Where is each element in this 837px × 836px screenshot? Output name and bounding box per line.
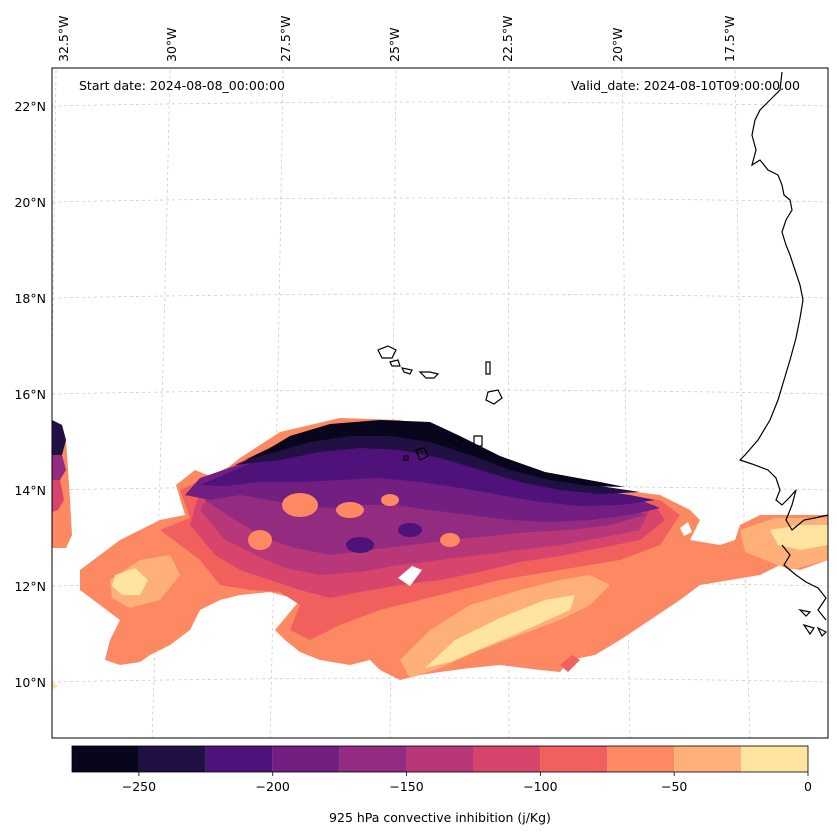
colorbar-segment (741, 746, 808, 772)
colorbar-tick-label: −150 (389, 779, 423, 794)
cape-verde-sao-nicolau (400, 367, 413, 375)
latitude-labels: 22°N 20°N 18°N 16°N 14°N 12°N 10°N (14, 99, 46, 690)
cape-verde-brava (403, 455, 409, 461)
colorbar-segment (72, 746, 139, 772)
lon-label: 22.5°W (500, 16, 515, 62)
lat-label: 18°N (14, 291, 46, 306)
cin-contour-band-south-light (425, 595, 575, 668)
lat-label: 20°N (14, 195, 46, 210)
cape-verde-boa-vista (485, 389, 503, 405)
colorbar-frame (71, 745, 809, 773)
guinea-islands (798, 609, 828, 638)
lon-label: 32.5°W (56, 16, 71, 62)
lon-label: 25°W (387, 27, 402, 62)
colorbar-segment (205, 746, 273, 772)
cin-hole (398, 566, 422, 586)
guinea-coastline (781, 544, 827, 621)
coastlines (377, 71, 828, 638)
colorbar: −250 −200 −150 −100 −50 0 (71, 745, 812, 794)
colorbar-tick-label: 0 (804, 779, 812, 794)
longitude-labels: 32.5°W 30°W 27.5°W 25°W 22.5°W 20°W 17.5… (56, 16, 737, 62)
lon-label: 27.5°W (278, 16, 293, 62)
colorbar-segment (540, 746, 608, 772)
gridlines (52, 69, 828, 738)
colorbar-segment (473, 746, 541, 772)
lon-label: 20°W (610, 27, 625, 62)
cin-left-fragment-mid (52, 455, 66, 482)
cin-interior-blobs (248, 493, 460, 550)
colorbar-tick-label: −250 (122, 779, 156, 794)
cin-interior-blobs-purple (346, 523, 422, 553)
cape-verde-santo-antao (377, 345, 397, 359)
cin-speck (560, 655, 580, 672)
colorbar-segment (406, 746, 474, 772)
cape-verde-fogo (415, 447, 429, 461)
colorbar-segment (674, 746, 742, 772)
cin-speck-2 (52, 682, 58, 690)
lat-label: 14°N (14, 483, 46, 498)
colorbar-segment (272, 746, 340, 772)
lon-label: 30°W (164, 27, 179, 62)
colorbar-segment (138, 746, 206, 772)
cape-verde-extra (448, 435, 463, 447)
cin-hole-2 (680, 522, 692, 536)
cin-left-fragment-dark (52, 420, 66, 458)
lon-label: 17.5°W (722, 16, 737, 62)
lat-label: 10°N (14, 675, 46, 690)
cin-contour-lightest (112, 568, 148, 595)
colorbar-label: 925 hPa convective inhibition (j/Kg) (329, 810, 551, 825)
colorbar-tick-label: −200 (256, 779, 290, 794)
colorbar-segment (607, 746, 675, 772)
colorbar-tick-label: −50 (661, 779, 687, 794)
colorbar-segment (339, 746, 407, 772)
cape-verde-sao-vicente (389, 359, 401, 367)
cape-verde-sal (485, 361, 491, 375)
colorbar-tick-label: −100 (523, 779, 557, 794)
cape-verde-maio (473, 435, 483, 447)
cape-verde-santiago (418, 371, 440, 379)
cin-contour-deepest (245, 420, 625, 487)
lat-label: 22°N (14, 99, 46, 114)
cin-contour-coast-light (770, 525, 828, 550)
cin-left-fragment-pink (52, 480, 64, 512)
valid-date-annotation: Valid_date: 2024-08-10T09:00:00.00 (571, 78, 800, 93)
lat-label: 12°N (14, 579, 46, 594)
africa-coastline (738, 71, 828, 531)
start-date-annotation: Start date: 2024-08-08_00:00:00 (79, 78, 285, 93)
cin-field (52, 418, 828, 690)
lat-label: 16°N (14, 387, 46, 402)
map-frame (51, 67, 829, 739)
